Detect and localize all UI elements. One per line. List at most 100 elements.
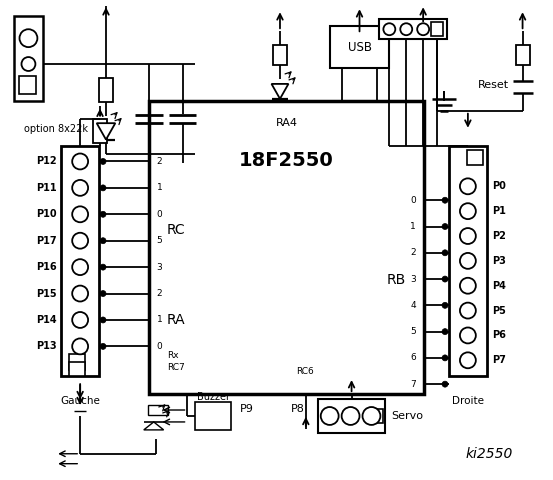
Text: P2: P2 (492, 231, 505, 241)
Text: 0: 0 (410, 196, 416, 205)
Text: RA: RA (166, 312, 185, 326)
Bar (515, 45, 530, 65)
Circle shape (460, 179, 476, 194)
Text: RA4: RA4 (275, 118, 298, 128)
Text: 3: 3 (410, 275, 416, 284)
Circle shape (342, 407, 359, 425)
Bar (195, 402, 231, 430)
Text: P1: P1 (492, 206, 505, 216)
Text: 2: 2 (410, 248, 416, 257)
Circle shape (460, 253, 476, 269)
Polygon shape (97, 123, 115, 140)
Bar (449, 145, 487, 376)
Circle shape (442, 224, 448, 229)
Bar (93, 119, 107, 143)
Circle shape (22, 57, 35, 71)
Bar (467, 150, 483, 166)
Bar (369, 409, 383, 423)
Text: Reset: Reset (478, 80, 509, 90)
Circle shape (442, 250, 448, 256)
Circle shape (442, 276, 448, 282)
Text: Gauche: Gauche (60, 396, 100, 406)
Circle shape (72, 206, 88, 222)
Circle shape (19, 29, 38, 47)
Circle shape (363, 407, 380, 425)
Bar (148, 405, 168, 415)
Bar (61, 145, 99, 376)
Text: P14: P14 (35, 315, 56, 325)
Text: 2: 2 (156, 157, 163, 166)
Text: option 8x22k: option 8x22k (24, 124, 88, 133)
Circle shape (383, 23, 395, 35)
Circle shape (460, 278, 476, 294)
Circle shape (100, 317, 106, 323)
Bar (13, 16, 43, 101)
Circle shape (72, 312, 88, 328)
Text: P11: P11 (35, 183, 56, 193)
Text: P7: P7 (492, 355, 505, 365)
Circle shape (460, 228, 476, 244)
Text: P8: P8 (291, 404, 305, 414)
Text: 6: 6 (410, 353, 416, 362)
Circle shape (100, 185, 106, 191)
Text: Droite: Droite (452, 396, 484, 406)
Text: 5: 5 (156, 236, 163, 245)
Text: P13: P13 (35, 341, 56, 351)
Circle shape (72, 286, 88, 301)
Circle shape (442, 302, 448, 308)
Bar (379, 19, 447, 39)
Text: P10: P10 (35, 209, 56, 219)
Polygon shape (272, 84, 289, 99)
Bar (69, 354, 85, 370)
Text: RC: RC (166, 223, 185, 237)
Circle shape (460, 302, 476, 319)
Circle shape (442, 355, 448, 361)
Text: P9: P9 (240, 404, 254, 414)
Polygon shape (144, 422, 164, 430)
Circle shape (72, 338, 88, 354)
Circle shape (460, 352, 476, 368)
Text: 5: 5 (410, 327, 416, 336)
Text: P3: P3 (492, 256, 505, 266)
Text: P16: P16 (35, 262, 56, 272)
Circle shape (460, 327, 476, 343)
Text: P4: P4 (492, 281, 505, 291)
Text: 1: 1 (156, 183, 163, 192)
Circle shape (72, 259, 88, 275)
Circle shape (100, 238, 106, 244)
Text: P5: P5 (492, 306, 505, 315)
Text: ki2550: ki2550 (465, 447, 513, 461)
Text: USB: USB (347, 41, 372, 54)
Text: RC6: RC6 (296, 367, 314, 376)
Text: Rx
RC7: Rx RC7 (166, 351, 184, 372)
Circle shape (72, 180, 88, 196)
Text: 4: 4 (410, 301, 416, 310)
Text: 2: 2 (156, 289, 163, 298)
Text: 7: 7 (410, 380, 416, 389)
Circle shape (100, 290, 106, 297)
Text: 18F2550: 18F2550 (239, 151, 334, 170)
Text: 0: 0 (156, 210, 163, 219)
Bar (273, 45, 287, 65)
Bar (149, 101, 424, 394)
Circle shape (72, 154, 88, 169)
Text: 1: 1 (156, 315, 163, 324)
Text: P17: P17 (35, 236, 56, 246)
Text: RB: RB (387, 273, 406, 287)
Circle shape (321, 407, 338, 425)
Circle shape (72, 233, 88, 249)
Circle shape (442, 197, 448, 203)
Circle shape (417, 23, 429, 35)
Text: 0: 0 (156, 342, 163, 351)
Circle shape (100, 158, 106, 165)
Circle shape (100, 343, 106, 349)
Text: Servo: Servo (392, 411, 424, 421)
Text: P0: P0 (492, 181, 505, 192)
Circle shape (460, 203, 476, 219)
Text: 1: 1 (410, 222, 416, 231)
Bar (69, 362, 85, 376)
Circle shape (442, 329, 448, 335)
Bar (431, 22, 443, 36)
Bar (318, 399, 385, 433)
Text: P15: P15 (35, 288, 56, 299)
